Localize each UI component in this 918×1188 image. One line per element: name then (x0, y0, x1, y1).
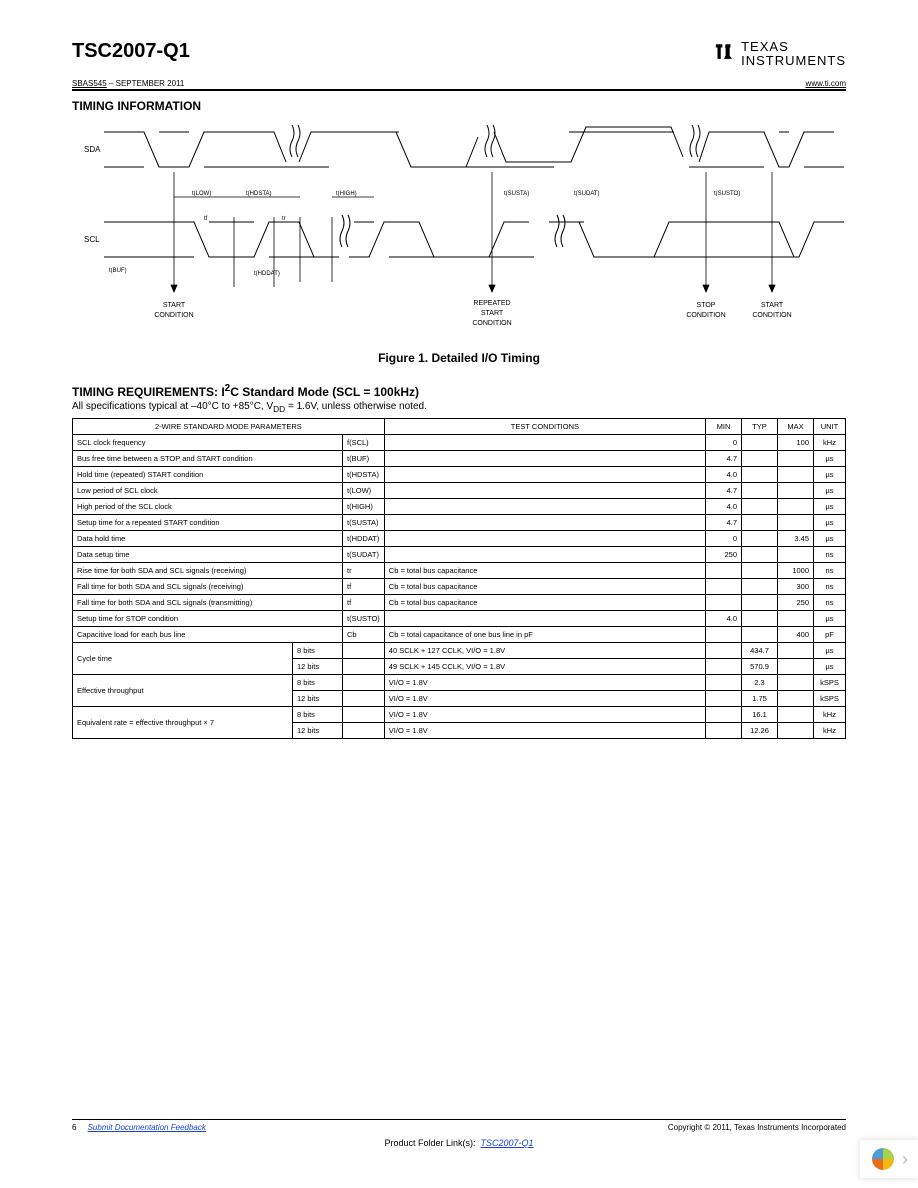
table-row: Cycle time8 bits40 SCLK + 127 CCLK, VI/O… (73, 642, 846, 658)
copyright: Copyright © 2011, Texas Instruments Inco… (668, 1123, 846, 1132)
ti-logo-icon (711, 41, 737, 67)
svg-text:t(BUF): t(BUF) (109, 268, 127, 274)
folder-link-row: Product Folder Link(s): TSC2007-Q1 (0, 1138, 918, 1148)
ti-logo: TEXAS INSTRUMENTS (711, 40, 846, 69)
svg-text:tr: tr (282, 216, 286, 222)
table-row: Data setup timet(SUDAT)250ns (73, 546, 846, 562)
svg-text:t(HDSTA): t(HDSTA) (246, 191, 272, 197)
timing-diagram: SDA SCL t(BUF) t(L (72, 117, 846, 342)
doc-date: – SEPTEMBER 2011 (109, 79, 184, 88)
ti-text-top: TEXAS (741, 40, 846, 54)
table-row: Low period of SCL clockt(LOW)4.7µs (73, 482, 846, 498)
feedback-link[interactable]: Submit Documentation Feedback (88, 1123, 206, 1132)
figure-caption: Figure 1. Detailed I/O Timing (72, 351, 846, 365)
th-typ: TYP (742, 418, 778, 434)
table-row: Hold time (repeated) START conditiont(HD… (73, 466, 846, 482)
th-min: MIN (706, 418, 742, 434)
table-row: Rise time for both SDA and SCL signals (… (73, 562, 846, 578)
svg-text:t(HIGH): t(HIGH) (336, 191, 357, 197)
table-row: Effective throughput8 bitsVI/O = 1.8V2.3… (73, 674, 846, 690)
svg-text:STARTCONDITION: STARTCONDITION (752, 302, 791, 319)
doc-id-link[interactable]: SBAS545 (72, 79, 107, 88)
svg-text:t(LOW): t(LOW) (192, 191, 211, 197)
pinwheel-icon (870, 1146, 896, 1172)
chevron-right-icon: › (902, 1149, 908, 1170)
table-row: SCL clock frequencyf(SCL)0100kHz (73, 434, 846, 450)
table-row: Data hold timet(HDDAT)03.45µs (73, 530, 846, 546)
table-row: Fall time for both SDA and SCL signals (… (73, 594, 846, 610)
table-row: Fall time for both SDA and SCL signals (… (73, 578, 846, 594)
th-max: MAX (778, 418, 814, 434)
timing-table: 2-WIRE STANDARD MODE PARAMETERS TEST CON… (72, 418, 846, 739)
meta-row: SBAS545 – SEPTEMBER 2011 www.ti.com (72, 79, 846, 91)
th-params: 2-WIRE STANDARD MODE PARAMETERS (73, 418, 385, 434)
product-folder-link[interactable]: TSC2007-Q1 (481, 1138, 534, 1148)
svg-text:STARTCONDITION: STARTCONDITION (154, 302, 193, 319)
table-row: Setup time for a repeated START conditio… (73, 514, 846, 530)
svg-text:t(SUSTO): t(SUSTO) (714, 191, 740, 197)
table-row: High period of the SCL clockt(HIGH)4.0µs (73, 498, 846, 514)
part-number: TSC2007-Q1 (72, 40, 190, 63)
svg-text:STOPCONDITION: STOPCONDITION (686, 302, 725, 319)
ti-text-bottom: INSTRUMENTS (741, 54, 846, 68)
timing-req-subtitle: All specifications typical at –40°C to +… (72, 401, 846, 414)
svg-text:t(SUDAT): t(SUDAT) (574, 191, 600, 197)
page-number: 6 (72, 1123, 76, 1132)
svg-text:t(HDDAT): t(HDDAT) (254, 271, 280, 277)
svg-text:t(SUSTA): t(SUSTA) (504, 191, 529, 197)
table-row: Bus free time between a STOP and START c… (73, 450, 846, 466)
page-footer: 6 Submit Documentation Feedback Copyrigh… (72, 1119, 846, 1132)
corner-widget[interactable]: › (860, 1140, 918, 1178)
table-row: Capacitive load for each bus lineCbCb = … (73, 626, 846, 642)
scl-label: SCL (84, 235, 100, 244)
svg-text:tf: tf (204, 216, 208, 222)
sda-label: SDA (84, 145, 101, 154)
th-test: TEST CONDITIONS (384, 418, 705, 434)
table-row: Setup time for STOP conditiont(SUSTO)4.0… (73, 610, 846, 626)
table-row: Equivalent rate = effective throughput ×… (73, 706, 846, 722)
timing-req-title: TIMING REQUIREMENTS: I2C Standard Mode (… (72, 383, 846, 399)
timing-info-title: TIMING INFORMATION (72, 99, 846, 113)
site-url-link[interactable]: www.ti.com (806, 79, 846, 88)
th-unit: UNIT (814, 418, 846, 434)
svg-text:REPEATEDSTARTCONDITION: REPEATEDSTARTCONDITION (472, 300, 511, 327)
